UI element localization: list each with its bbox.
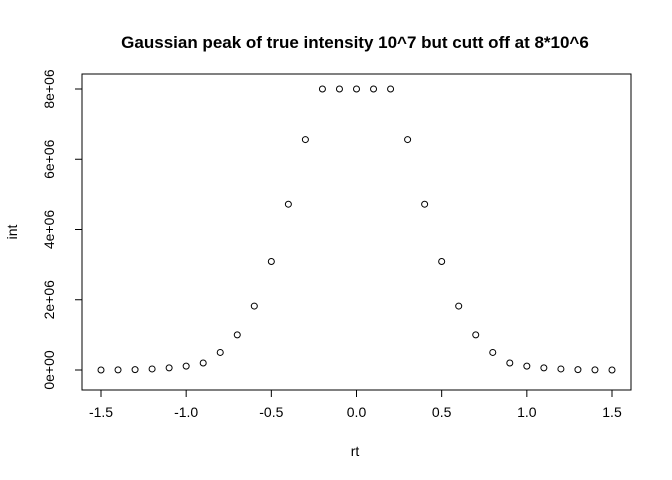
data-point [387, 85, 395, 93]
data-point [489, 348, 497, 356]
data-point [267, 257, 275, 265]
data-point [438, 257, 446, 265]
data-point [506, 359, 514, 367]
y-tick-label: 8e+06 [41, 69, 57, 109]
data-point [114, 366, 122, 374]
data-point [233, 331, 241, 339]
data-point [557, 365, 565, 373]
x-tick-label: -1.0 [174, 404, 198, 420]
data-point [148, 365, 156, 373]
x-tick-label: 1.5 [602, 404, 622, 420]
x-tick-label: 1.0 [517, 404, 537, 420]
data-point [216, 348, 224, 356]
data-point [301, 136, 309, 144]
data-point [182, 362, 190, 370]
data-point [455, 302, 463, 310]
y-axis: 0e+00 2e+06 4e+06 6e+06 8e+06 [41, 69, 83, 390]
chart-title: Gaussian peak of true intensity 10^7 but… [121, 33, 589, 52]
data-point [318, 85, 326, 93]
data-point [608, 366, 616, 374]
data-point [404, 136, 412, 144]
plot-box [81, 73, 632, 391]
data-point [353, 85, 360, 93]
data-points [97, 85, 616, 374]
y-tick-label: 0e+00 [41, 350, 57, 390]
x-tick-label: 0.0 [347, 404, 367, 420]
data-point [472, 331, 480, 339]
y-axis-label: int [4, 225, 20, 240]
data-point [131, 366, 139, 374]
y-tick-label: 6e+06 [41, 139, 57, 179]
x-tick-label: 0.5 [432, 404, 452, 420]
x-axis: -1.5 -1.0 -0.5 0.0 0.5 1.0 1.5 [89, 389, 622, 420]
y-tick-label: 4e+06 [41, 210, 57, 250]
data-point [370, 85, 378, 93]
data-point [574, 366, 582, 374]
y-tick-label: 2e+06 [41, 280, 57, 320]
data-point [591, 366, 599, 374]
data-point [335, 85, 343, 93]
data-point [165, 364, 173, 372]
x-axis-label: rt [351, 443, 360, 459]
data-point [284, 200, 292, 208]
data-point [540, 364, 548, 372]
data-point [250, 302, 258, 310]
x-tick-label: -0.5 [259, 404, 283, 420]
data-point [199, 359, 207, 367]
x-tick-label: -1.5 [89, 404, 113, 420]
data-point [421, 200, 429, 208]
data-point [97, 366, 105, 374]
data-point [523, 362, 531, 370]
